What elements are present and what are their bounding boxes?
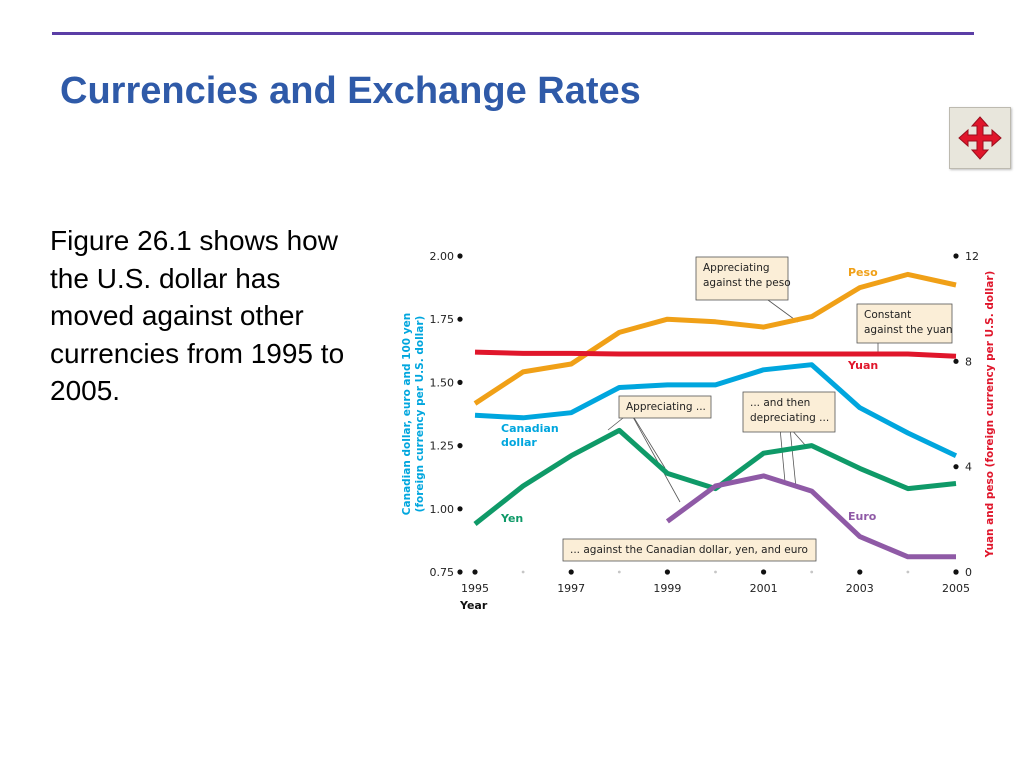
left-axis-tick-dot xyxy=(457,506,463,512)
right-axis-tick-label: 4 xyxy=(965,461,972,474)
right-axis-tick-label: 12 xyxy=(965,250,979,263)
x-axis-tick-dot xyxy=(664,569,670,575)
annotation-text: ... and then xyxy=(750,397,810,409)
annotation-text: against the peso xyxy=(703,277,791,289)
right-axis-tick-dot xyxy=(953,358,959,364)
title-rule xyxy=(52,32,974,35)
x-axis-tick-dot xyxy=(857,569,863,575)
left-axis-tick-label: 1.75 xyxy=(430,313,455,326)
annotation-text: depreciating ... xyxy=(750,412,829,424)
right-axis-tick-label: 8 xyxy=(965,355,972,368)
annotation-text: Constant xyxy=(864,309,911,321)
x-axis-label: Year xyxy=(459,599,488,612)
left-axis-tick-label: 1.00 xyxy=(430,503,455,516)
x-axis-tick-label: 2003 xyxy=(846,582,874,595)
x-axis-minor-dot xyxy=(810,570,814,574)
x-axis-minor-dot xyxy=(521,570,525,574)
left-axis-tick-label: 0.75 xyxy=(430,566,455,579)
series-line-yen xyxy=(473,427,957,526)
navigation-button[interactable] xyxy=(949,107,1011,169)
body-text: Figure 26.1 shows how the U.S. dollar ha… xyxy=(50,225,345,407)
left-axis-tick-dot xyxy=(457,379,463,385)
left-axis-tick-label: 1.25 xyxy=(430,440,455,453)
annotation: Appreciating against the peso xyxy=(695,256,791,301)
annotation-box xyxy=(856,303,953,344)
annotation-box xyxy=(695,256,789,301)
leader-lines-layer xyxy=(607,299,879,503)
x-axis-tick-dot xyxy=(472,569,478,575)
x-axis-tick-dot xyxy=(953,569,959,575)
axes-layer: 0.75 1.00 1.25 1.50 1.75 2.00 0 4 8 12 1995 1997 199… xyxy=(401,250,996,612)
right-axis-tick-dot xyxy=(953,253,959,259)
series-label: Canadian xyxy=(501,422,559,435)
annotation-text: against the yuan xyxy=(864,324,953,336)
x-axis-tick-label: 1997 xyxy=(557,582,585,595)
series-label: Euro xyxy=(848,510,877,523)
annotation-text: Appreciating xyxy=(703,262,770,274)
x-axis-tick-dot xyxy=(761,569,767,575)
annotation-leader-line xyxy=(779,427,786,483)
four-way-arrow-icon xyxy=(958,116,1002,160)
right-axis-tick-label: 0 xyxy=(965,566,972,579)
left-axis-tick-dot xyxy=(457,569,463,575)
right-axis-tick-dot xyxy=(953,464,959,470)
annotation-text: Appreciating ... xyxy=(626,401,706,413)
annotation-leader-line xyxy=(627,407,681,503)
left-axis-tick-dot xyxy=(457,253,463,259)
annotation: ... against the Canadian dollar, yen, an… xyxy=(562,538,817,562)
left-axis-title-line: (foreign currency per U.S. dollar) xyxy=(414,316,426,513)
series-label: Yuan xyxy=(847,359,878,372)
annotation: Appreciating ... xyxy=(618,395,712,419)
slide-title: Currencies and Exchange Rates xyxy=(60,70,641,112)
series-lines-layer xyxy=(473,271,958,560)
x-axis-minor-dot xyxy=(906,570,910,574)
annotation: ... and then depreciating ... xyxy=(742,391,836,433)
series-label: dollar xyxy=(501,436,537,449)
series-label: Peso xyxy=(848,266,878,279)
left-axis-title-line: Canadian dollar, euro and 100 yen xyxy=(401,313,413,515)
exchange-rate-chart: 0.75 1.00 1.25 1.50 1.75 2.00 0 4 8 12 1995 1997 199… xyxy=(401,250,996,612)
annotation: Constant against the yuan xyxy=(856,303,953,344)
series-line-euro xyxy=(665,473,956,560)
series-line-peso xyxy=(473,271,957,406)
left-axis-title: Canadian dollar, euro and 100 yen(foreig… xyxy=(401,313,426,515)
left-axis-tick-label: 2.00 xyxy=(430,250,455,263)
series-line-yuan xyxy=(474,349,957,359)
x-axis-minor-dot xyxy=(617,570,621,574)
series-line-canadian-dollar xyxy=(474,362,958,458)
right-axis-title: Yuan and peso (foreign currency per U.S.… xyxy=(984,271,996,559)
x-axis-tick-label: 1995 xyxy=(461,582,489,595)
series-label: Yen xyxy=(500,512,523,525)
annotation-text: ... against the Canadian dollar, yen, an… xyxy=(570,544,808,556)
x-axis-tick-label: 2001 xyxy=(750,582,778,595)
x-axis-tick-label: 1999 xyxy=(653,582,681,595)
annotation-leader-line xyxy=(607,417,624,431)
x-axis-tick-dot xyxy=(568,569,574,575)
left-axis-tick-dot xyxy=(457,443,463,449)
annotation-box xyxy=(562,538,817,562)
annotations-layer: Appreciating against the peso Constant agai… xyxy=(562,256,953,562)
x-axis-tick-label: 2005 xyxy=(942,582,970,595)
x-axis-minor-dot xyxy=(714,570,717,574)
left-axis-tick-dot xyxy=(457,316,463,322)
left-axis-tick-label: 1.50 xyxy=(430,376,455,389)
annotation-box xyxy=(618,395,712,419)
annotation-box xyxy=(742,391,836,433)
annotation-leader-line xyxy=(789,427,797,489)
